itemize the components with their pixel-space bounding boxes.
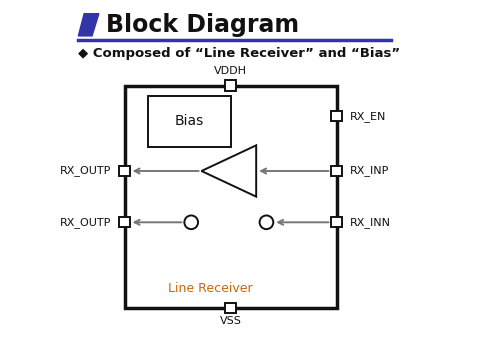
Bar bbox=[120, 217, 130, 227]
Bar bbox=[226, 80, 236, 91]
Text: Block Diagram: Block Diagram bbox=[106, 13, 299, 37]
Text: RX_OUTP: RX_OUTP bbox=[60, 166, 111, 176]
Bar bbox=[331, 111, 342, 121]
Text: VSS: VSS bbox=[219, 316, 241, 326]
Text: RX_OUTP: RX_OUTP bbox=[60, 217, 111, 228]
Text: Line Receiver: Line Receiver bbox=[168, 282, 252, 295]
Text: ◆ Composed of “Line Receiver” and “Bias”: ◆ Composed of “Line Receiver” and “Bias” bbox=[78, 47, 400, 60]
Bar bbox=[226, 303, 236, 313]
Bar bbox=[124, 86, 336, 308]
Text: Bias: Bias bbox=[175, 115, 204, 128]
Bar bbox=[120, 166, 130, 176]
Text: RX_INN: RX_INN bbox=[350, 217, 391, 228]
Text: VDDH: VDDH bbox=[214, 66, 247, 76]
Bar bbox=[148, 96, 230, 147]
Circle shape bbox=[260, 215, 273, 229]
Bar bbox=[331, 166, 342, 176]
Text: RX_INP: RX_INP bbox=[350, 166, 390, 176]
Circle shape bbox=[184, 215, 198, 229]
Polygon shape bbox=[78, 14, 99, 36]
Text: RX_EN: RX_EN bbox=[350, 111, 386, 122]
Bar bbox=[331, 217, 342, 227]
